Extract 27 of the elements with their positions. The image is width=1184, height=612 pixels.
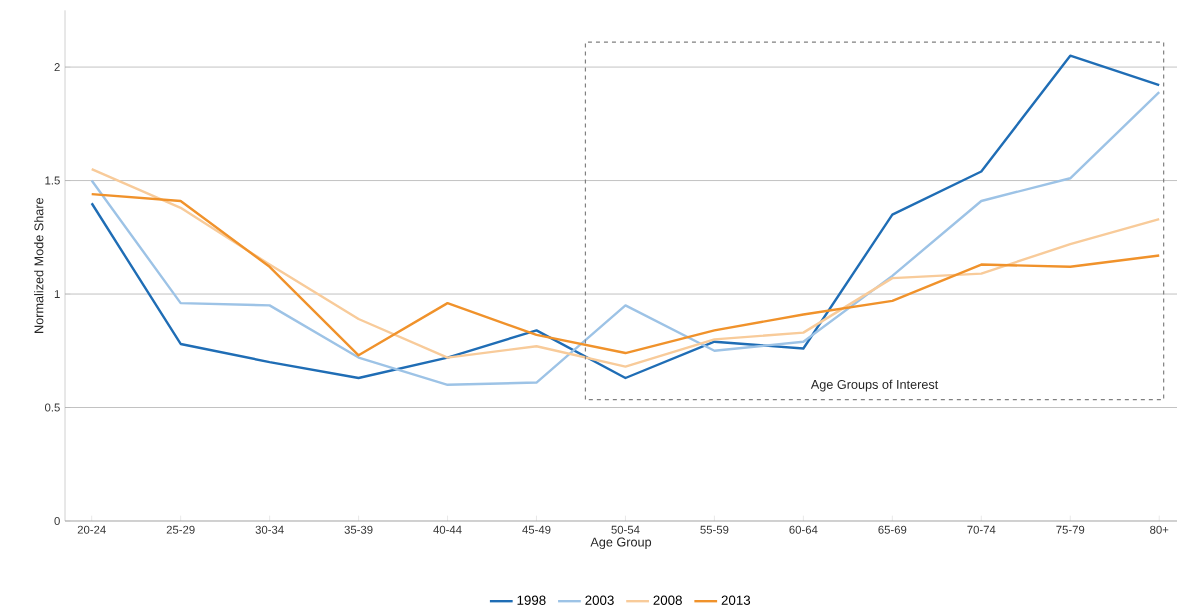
x-tick-label: 65-69 <box>878 525 907 534</box>
legend-label: 2008 <box>653 595 682 605</box>
y-tick-label: 0.5 <box>44 403 60 412</box>
annotation: Age Groups of Interest <box>810 379 939 392</box>
x-tick-label: 70-74 <box>967 525 996 534</box>
x-tick-label: 80+ <box>1150 525 1169 534</box>
line-series <box>90 192 1161 357</box>
x-tick-label: 50-54 <box>611 525 640 534</box>
x-axis-title: Age Group <box>590 537 652 549</box>
x-tick-label: 45-49 <box>522 525 551 534</box>
line-series <box>90 167 1161 368</box>
x-tick-label: 30-34 <box>255 525 284 534</box>
x-tick-label: 25-29 <box>166 525 195 534</box>
x-tick-label: 20-24 <box>77 525 106 534</box>
x-tick-label: 60-64 <box>789 525 818 534</box>
x-tick-label: 55-59 <box>700 525 729 534</box>
x-tick-label: 35-39 <box>344 525 373 534</box>
y-axis-title: Normalized Mode Share <box>34 197 44 333</box>
y-tick-label: 0 <box>54 516 60 525</box>
legend-label: 1998 <box>517 595 546 605</box>
y-tick-label: 1 <box>54 290 60 298</box>
legend-label: 2013 <box>721 595 751 605</box>
x-tick-label: 75-79 <box>1056 525 1085 534</box>
y-tick-label: 2 <box>54 63 60 71</box>
x-tick-label: 40-44 <box>433 525 462 534</box>
y-tick-label: 1.5 <box>45 176 60 185</box>
legend-label: 2003 <box>585 595 614 605</box>
